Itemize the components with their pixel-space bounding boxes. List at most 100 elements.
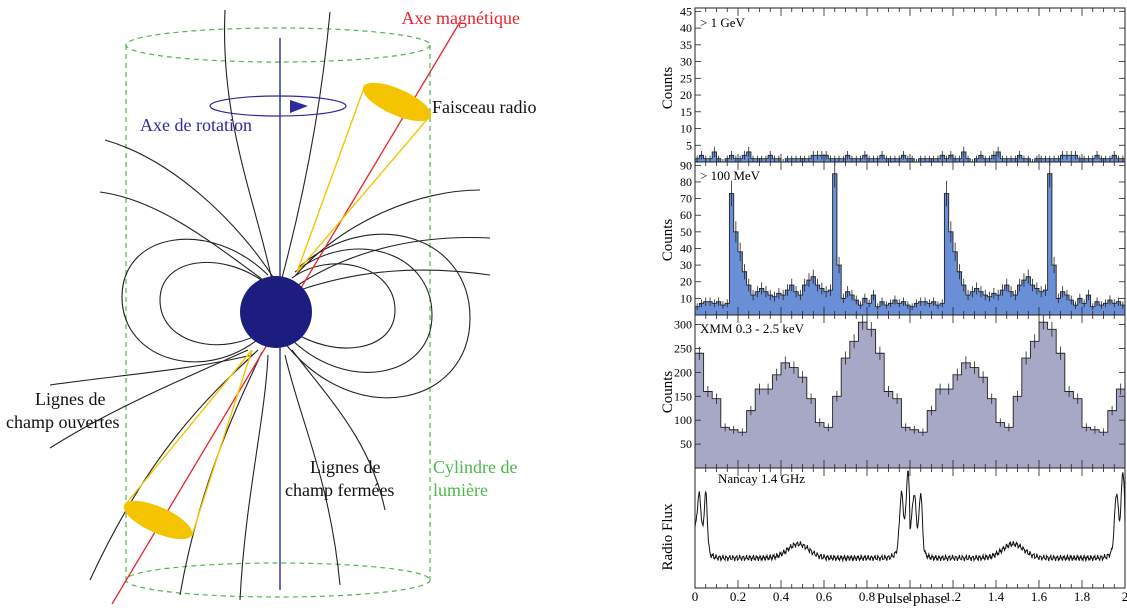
histogram-bar (948, 231, 954, 315)
histogram-bar (815, 285, 820, 315)
x-tick-label: 0 (692, 589, 699, 604)
panel2-ylabel: Counts (660, 219, 676, 262)
x-axis-label: Pulse phase (877, 591, 948, 607)
neutron-star (240, 276, 312, 348)
y-tick-label: 250 (674, 341, 692, 355)
histogram-bar (806, 280, 812, 315)
histogram-bar (1034, 288, 1040, 315)
histogram-bar (1116, 301, 1121, 315)
histogram-bar (759, 288, 765, 315)
y-tick-label: 80 (680, 175, 692, 189)
histogram-bar (1051, 265, 1057, 315)
closed-lines-label-1: Lignes de (310, 457, 380, 477)
histogram-bar (720, 305, 726, 315)
histogram-bar (1060, 291, 1066, 315)
histogram-bar (1056, 353, 1066, 468)
histogram-bar (763, 389, 773, 468)
histogram-bar (695, 306, 700, 315)
histogram-bar (1073, 398, 1083, 468)
histogram-bar (1021, 280, 1027, 315)
histogram-bar (785, 290, 790, 315)
rotation-arrow (209, 95, 347, 117)
histogram-bar (910, 429, 919, 468)
histogram-bar (1000, 290, 1005, 315)
histogram-bar (781, 362, 790, 468)
histogram-bar (931, 301, 937, 315)
histogram-bar (862, 298, 868, 315)
histogram-bar (768, 295, 773, 315)
x-tick-label: 0.6 (816, 589, 833, 604)
histogram-bar (695, 353, 704, 468)
histogram-bar (1064, 295, 1070, 315)
histogram-bar (1116, 389, 1126, 468)
histogram-bar (1030, 341, 1040, 468)
histogram-bar (918, 301, 924, 315)
y-tick-label: 100 (674, 413, 692, 427)
histogram-bar (996, 422, 1005, 468)
open-lines-label-2: champ ouvertes (6, 412, 119, 432)
histogram-bar (789, 367, 799, 468)
histogram-bar (1047, 173, 1053, 315)
histogram-bar (867, 329, 876, 468)
histogram-bar (1099, 305, 1104, 315)
light-cylinder-label-1: Cylindre de (433, 457, 517, 477)
histogram-bar (824, 427, 833, 468)
histogram-bar (1004, 427, 1014, 468)
x-tick-label: 1.2 (945, 589, 961, 604)
histogram-bar (819, 288, 825, 315)
histogram-bar (1090, 429, 1100, 468)
field-lines (49, 9, 491, 601)
x-tick-label: 2 (1122, 589, 1127, 604)
histogram-bar (961, 285, 967, 315)
histogram-bar (901, 301, 906, 315)
y-tick-label: 10 (680, 291, 692, 305)
histogram-bar (815, 422, 825, 468)
radio-profile-line (694, 470, 1126, 563)
histogram-bar (965, 295, 971, 315)
histogram-bar (854, 300, 859, 315)
histogram-bar (944, 389, 954, 468)
histogram-bar (944, 193, 949, 315)
histogram-bar (1047, 329, 1057, 468)
histogram-bar (738, 432, 747, 468)
histogram-bar (824, 291, 829, 315)
panel-gev: 5 10 15 20 25 30 35 40 45 (680, 4, 1126, 163)
histogram-bar (1064, 391, 1074, 468)
histogram-bar (858, 322, 868, 468)
panel-xmm: 50 100 150 200 250 300 (674, 314, 1126, 469)
histogram-outline (695, 321, 1125, 433)
y-tick-label: 30 (680, 55, 692, 69)
radio-beam-bottom (123, 349, 253, 540)
histogram-bar (1030, 285, 1035, 315)
histogram-bar (1013, 295, 1018, 315)
y-tick-label: 50 (680, 437, 692, 451)
histogram-bar (897, 303, 902, 315)
histogram-bar (867, 303, 872, 315)
histogram-bar (793, 291, 799, 315)
histogram-bar (772, 374, 782, 468)
histogram-bar (1086, 295, 1091, 315)
x-tick-label: 1.6 (1031, 589, 1048, 604)
histogram-bar (892, 398, 902, 468)
histogram-bar (879, 301, 885, 315)
panel3-label: XMM 0.3 - 2.5 keV (700, 321, 805, 336)
histogram-bar (927, 303, 932, 315)
panel4-label: Nancay 1.4 GHz (718, 471, 805, 486)
histogram-bar (798, 295, 803, 315)
histogram-bar (738, 251, 743, 315)
histogram-bar (849, 295, 855, 315)
pulsar-diagram: Axe magnétique Faisceau radio Axe de rot… (6, 8, 536, 605)
panel3-ylabel: Counts (660, 371, 676, 414)
histogram-bar (1073, 305, 1078, 315)
histogram-bar (836, 265, 842, 315)
histogram-bar (1099, 432, 1109, 468)
y-tick-label: 200 (674, 365, 692, 379)
y-tick-label: 35 (680, 38, 692, 52)
histogram-bar (776, 293, 782, 315)
histogram-bar (1056, 298, 1061, 315)
histogram-bar (1069, 300, 1074, 315)
histogram-bar (806, 398, 816, 468)
histogram-bar (871, 295, 876, 315)
histogram-bar (910, 306, 915, 315)
